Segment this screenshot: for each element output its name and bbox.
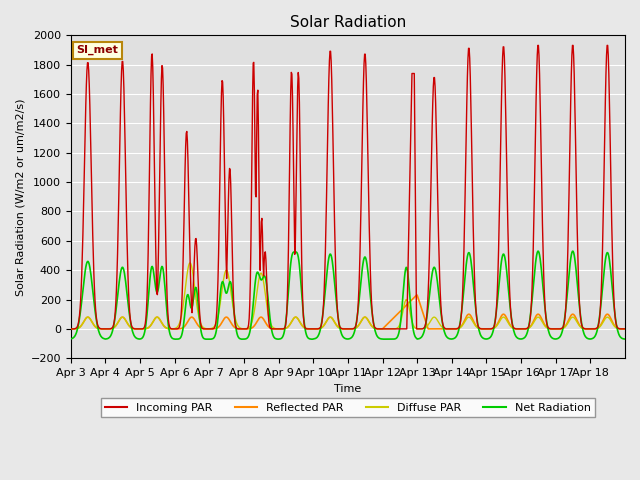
Title: Solar Radiation: Solar Radiation [290, 15, 406, 30]
Text: SI_met: SI_met [76, 45, 118, 55]
Legend: Incoming PAR, Reflected PAR, Diffuse PAR, Net Radiation: Incoming PAR, Reflected PAR, Diffuse PAR… [101, 398, 595, 417]
X-axis label: Time: Time [334, 384, 362, 394]
Y-axis label: Solar Radiation (W/m2 or um/m2/s): Solar Radiation (W/m2 or um/m2/s) [15, 98, 25, 296]
